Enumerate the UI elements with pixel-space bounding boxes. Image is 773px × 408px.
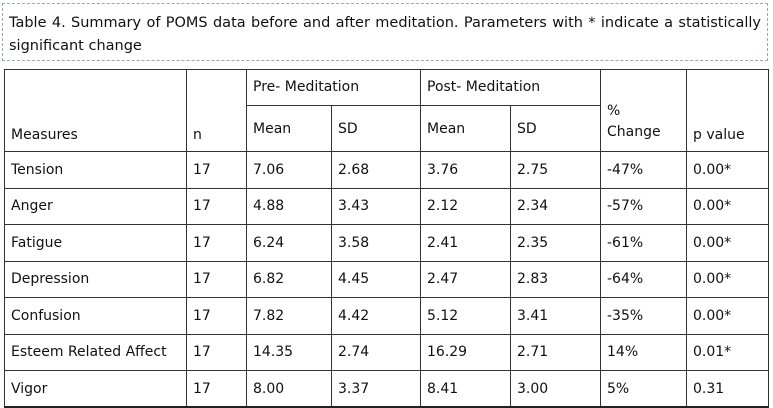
cell-p-value: 0.00* (686, 297, 769, 335)
cell-pre-sd: 3.37 (331, 370, 421, 408)
cell-pre-mean: 6.82 (246, 260, 332, 298)
cell-p-value: 0.31 (686, 370, 769, 408)
cell-percent-change: 14% (600, 333, 687, 371)
table-caption: Table 4. Summary of POMS data before and… (2, 3, 768, 61)
table-row: Fatigue 17 6.24 3.58 2.41 2.35 -61% 0.00* (4, 224, 769, 262)
header-measures: Measures (4, 69, 187, 152)
header-pre-meditation: Pre- Meditation (246, 69, 421, 106)
cell-percent-change: -61% (600, 224, 687, 262)
cell-p-value: 0.00* (686, 151, 769, 189)
header-post-mean: Mean (420, 105, 511, 152)
table-row: Confusion 17 7.82 4.42 5.12 3.41 -35% 0.00* (4, 297, 769, 335)
cell-measure: Depression (4, 260, 187, 298)
cell-post-sd: 3.41 (510, 297, 601, 335)
cell-p-value: 0.00* (686, 260, 769, 298)
cell-pre-sd: 4.42 (331, 297, 421, 335)
cell-pre-mean: 14.35 (246, 333, 332, 371)
cell-n: 17 (186, 224, 247, 262)
cell-measure: Fatigue (4, 224, 187, 262)
cell-measure: Tension (4, 151, 187, 189)
cell-percent-change: 5% (600, 370, 687, 408)
header-change-label: Change (607, 124, 661, 140)
header-percent-change: % Change (600, 69, 687, 152)
cell-pre-sd: 4.45 (331, 260, 421, 298)
table-row: Anger 17 4.88 3.43 2.12 2.34 -57% 0.00* (4, 187, 769, 225)
cell-pre-mean: 8.00 (246, 370, 332, 408)
cell-post-sd: 3.00 (510, 370, 601, 408)
cell-n: 17 (186, 260, 247, 298)
cell-post-sd: 2.75 (510, 151, 601, 189)
cell-n: 17 (186, 151, 247, 189)
poms-summary-table: Measures n Pre- Meditation Post- Meditat… (4, 69, 769, 408)
cell-post-mean: 2.47 (420, 260, 511, 298)
cell-pre-mean: 7.82 (246, 297, 332, 335)
cell-post-mean: 2.12 (420, 187, 511, 225)
cell-post-mean: 3.76 (420, 151, 511, 189)
cell-p-value: 0.01* (686, 333, 769, 371)
cell-post-mean: 16.29 (420, 333, 511, 371)
cell-measure: Vigor (4, 370, 187, 408)
cell-pre-sd: 2.68 (331, 151, 421, 189)
cell-percent-change: -64% (600, 260, 687, 298)
header-pre-sd: SD (331, 105, 421, 152)
header-percent-symbol: % (607, 103, 621, 119)
cell-post-sd: 2.71 (510, 333, 601, 371)
cell-p-value: 0.00* (686, 187, 769, 225)
cell-post-sd: 2.83 (510, 260, 601, 298)
group-header-row: Measures n Pre- Meditation Post- Meditat… (4, 69, 769, 152)
cell-measure: Anger (4, 187, 187, 225)
cell-n: 17 (186, 187, 247, 225)
cell-post-sd: 2.34 (510, 187, 601, 225)
header-p-value: p value (686, 69, 769, 152)
cell-pre-sd: 3.58 (331, 224, 421, 262)
cell-pre-sd: 2.74 (331, 333, 421, 371)
cell-percent-change: -47% (600, 151, 687, 189)
column-header-row: Mean SD Mean SD (5, 105, 769, 152)
header-pre-mean: Mean (246, 105, 332, 152)
cell-post-mean: 2.41 (420, 224, 511, 262)
table-row: Esteem Related Affect 17 14.35 2.74 16.29 2.7… (4, 333, 769, 371)
cell-post-mean: 8.41 (420, 370, 511, 408)
cell-measure: Confusion (4, 297, 187, 335)
cell-n: 17 (186, 333, 247, 371)
cell-pre-sd: 3.43 (331, 187, 421, 225)
cell-pre-mean: 6.24 (246, 224, 332, 262)
cell-n: 17 (186, 297, 247, 335)
cell-n: 17 (186, 370, 247, 408)
cell-post-sd: 2.35 (510, 224, 601, 262)
table-row: Vigor 17 8.00 3.37 8.41 3.00 5% 0.31 (4, 370, 769, 408)
cell-pre-mean: 7.06 (246, 151, 332, 189)
table-row: Tension 17 7.06 2.68 3.76 2.75 -47% 0.00* (4, 151, 769, 189)
header-post-meditation: Post- Meditation (420, 69, 601, 106)
header-post-sd: SD (510, 105, 601, 152)
cell-percent-change: -35% (600, 297, 687, 335)
cell-post-mean: 5.12 (420, 297, 511, 335)
header-n: n (186, 69, 247, 152)
cell-pre-mean: 4.88 (246, 187, 332, 225)
table-row: Depression 17 6.82 4.45 2.47 2.83 -64% 0.00* (4, 260, 769, 298)
cell-p-value: 0.00* (686, 224, 769, 262)
cell-percent-change: -57% (600, 187, 687, 225)
cell-measure: Esteem Related Affect (4, 333, 187, 371)
